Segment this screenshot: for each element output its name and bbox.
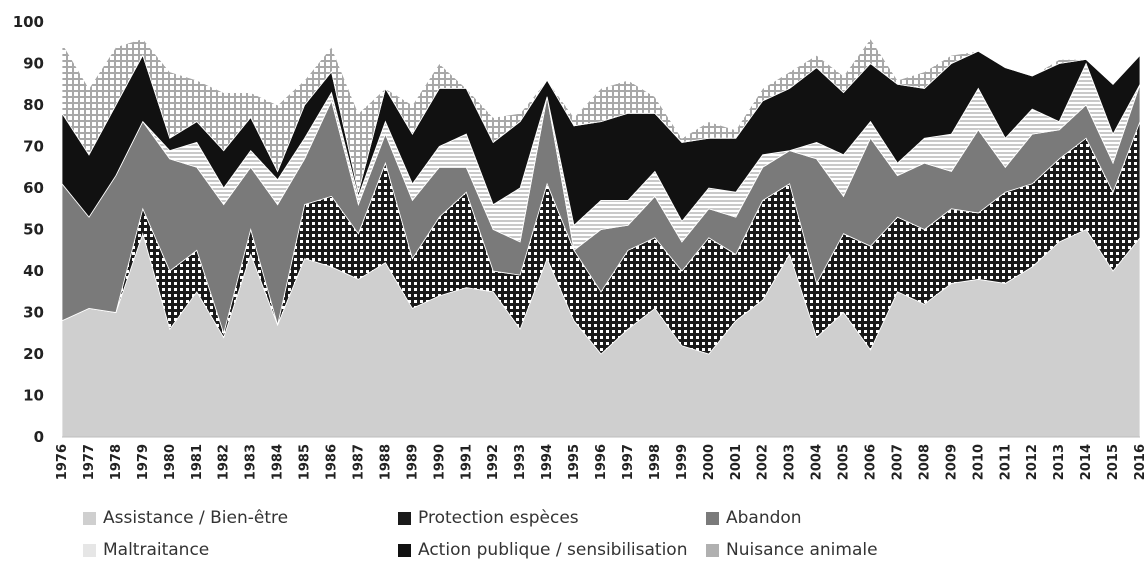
legend-item: Nuisance animale [706,540,878,560]
y-tick-label: 50 [23,221,44,239]
x-tick-label: 2007 [890,444,905,480]
legend-item: Maltraitance [83,540,209,560]
y-tick-label: 100 [13,13,44,31]
legend-swatch [83,511,96,525]
area-series-group [61,37,1141,438]
y-tick-label: 20 [23,345,44,363]
x-tick-label: 1983 [244,444,259,480]
legend-label: Nuisance animale [726,540,878,560]
legend-label: Protection espèces [418,508,579,528]
y-tick-label: 30 [23,304,44,322]
legend-item: Action publique / sensibilisation [398,540,687,560]
legend-item: Abandon [706,508,802,528]
x-tick-label: 1992 [486,444,501,480]
x-tick-label: 1978 [109,444,124,480]
x-tick-label: 1990 [432,444,447,480]
x-tick-label: 1977 [82,444,97,480]
legend-swatch [706,511,719,525]
x-tick-label: 2003 [783,444,798,480]
area-nuisance-animale [61,37,1141,193]
x-tick-label: 1976 [55,444,70,480]
x-tick-label: 1993 [513,444,528,480]
x-tick-label: 2012 [1025,444,1040,480]
x-tick-label: 1986 [325,444,340,480]
x-tick-label: 1984 [271,444,286,480]
y-axis: 0 10 20 30 40 50 60 70 80 90 100 [13,13,44,446]
y-tick-label: 10 [23,387,44,405]
y-tick-label: 70 [23,138,44,156]
x-tick-label: 2005 [837,444,852,480]
legend-swatch [398,543,411,557]
y-tick-label: 0 [34,428,44,446]
legend-label: Abandon [726,508,802,528]
x-tick-label: 2002 [756,444,771,480]
legend-label: Assistance / Bien-être [103,508,289,528]
legend-label: Maltraitance [103,540,210,560]
x-axis: 1976 1977 1978 1979 1980 1981 1982 1983 1984 1985… [55,436,1147,480]
x-tick-label: 2001 [729,444,744,480]
legend-item: Assistance / Bien-être [83,508,288,528]
x-tick-label: 1985 [298,444,313,480]
x-tick-label: 1981 [190,444,205,480]
x-tick-label: 1982 [217,444,232,480]
x-tick-label: 2000 [702,444,717,480]
legend-swatch [398,511,411,525]
x-tick-label: 2011 [998,444,1013,480]
x-tick-label: 2013 [1052,444,1067,480]
legend-swatch [706,543,719,557]
x-tick-label: 1979 [136,444,151,480]
x-tick-label: 2010 [971,444,986,480]
x-tick-label: 2006 [864,444,879,480]
y-tick-label: 90 [23,55,44,73]
x-tick-label: 1997 [621,444,636,480]
x-tick-label: 1987 [351,444,366,480]
x-tick-label: 1996 [594,444,609,480]
x-tick-label: 2015 [1106,444,1121,480]
x-tick-label: 1989 [405,444,420,480]
x-tick-label: 1999 [675,444,690,480]
legend-item: Protection espèces [398,508,579,528]
legend-swatch [83,543,96,557]
y-tick-label: 60 [23,179,44,197]
x-tick-label: 1995 [567,444,582,480]
y-tick-label: 40 [23,262,44,280]
x-tick-label: 2016 [1133,444,1147,480]
x-tick-label: 2008 [917,444,932,480]
x-tick-label: 2009 [944,444,959,480]
x-tick-label: 1991 [459,444,474,480]
legend-label: Action publique / sensibilisation [418,540,688,560]
x-tick-label: 1988 [378,444,393,480]
legend: Assistance / Bien-être Protection espèces… [58,508,1143,570]
x-tick-label: 1994 [540,444,555,480]
x-tick-label: 2004 [810,444,825,480]
x-tick-label: 1998 [648,444,663,480]
y-tick-label: 80 [23,96,44,114]
x-tick-label: 1980 [163,444,178,480]
x-tick-label: 2014 [1079,444,1094,480]
